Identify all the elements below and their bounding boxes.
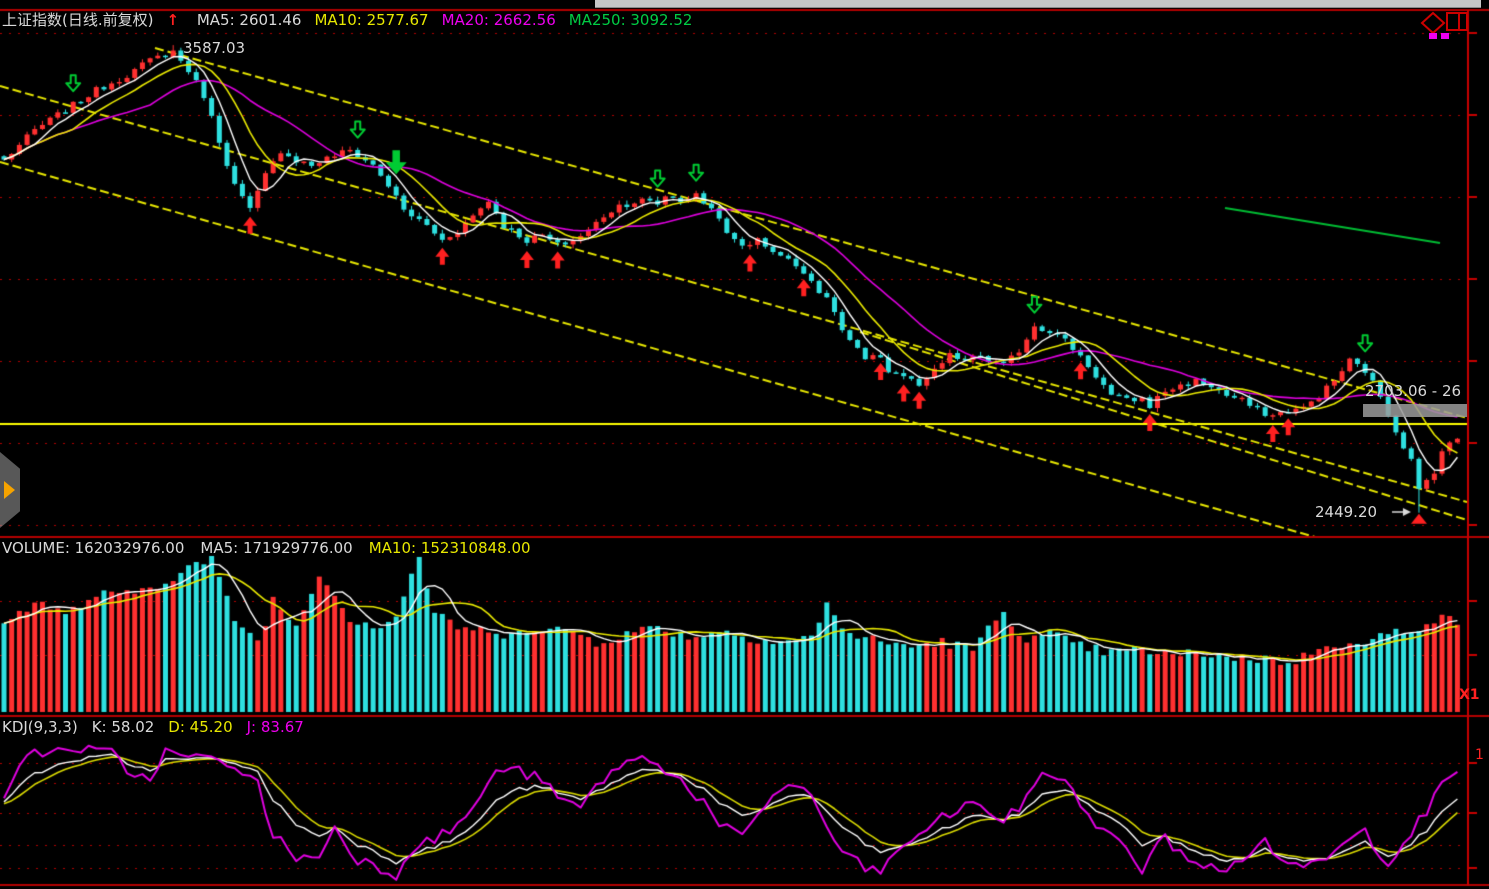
- ma20-legend: MA20: 2662.56: [441, 11, 556, 29]
- volume-ma10: MA10: 152310848.00: [368, 539, 531, 557]
- volume-legend: VOLUME: 162032976.00 MA5: 171929776.00 MA1…: [2, 539, 547, 557]
- diamond-icon[interactable]: [1420, 11, 1446, 35]
- kdj-d-value: D: 45.20: [168, 718, 233, 736]
- magenta-dot-icon: [1429, 33, 1437, 39]
- left-panel-expander[interactable]: [0, 452, 20, 528]
- scale-x1-label: X1: [1459, 687, 1480, 703]
- index-title: 上证指数(日线.前复权): [2, 11, 154, 29]
- split-window-icon[interactable]: [1446, 12, 1468, 31]
- up-arrow-icon: ↑: [166, 11, 180, 29]
- top-scrollbar[interactable]: [595, 0, 1481, 8]
- kdj-j-value: J: 83.67: [246, 718, 304, 736]
- main-chart-legend: 上证指数(日线.前复权) ↑ MA5: 2601.46 MA10: 2577.67 M…: [2, 11, 705, 29]
- volume-ma5: MA5: 171929776.00: [200, 539, 353, 557]
- peak-price-label: 3587.03: [183, 39, 246, 57]
- ma5-legend: MA5: 2601.46: [196, 11, 302, 29]
- kdj-k-value: K: 58.02: [91, 718, 155, 736]
- kdj-name: KDJ(9,3,3): [2, 718, 78, 736]
- expand-arrow-icon: [4, 481, 15, 499]
- price-range-label: 2703.06 - 26: [1365, 382, 1462, 400]
- magenta-dot-icon: [1441, 33, 1449, 39]
- volume-value: VOLUME: 162032976.00: [2, 539, 185, 557]
- low-price-label: 2449.20: [1315, 503, 1378, 521]
- kdj-legend: KDJ(9,3,3) K: 58.02 D: 45.20 J: 83.67: [2, 718, 318, 736]
- margin-one-label: 1: [1475, 747, 1484, 763]
- price-range-highlight: [1363, 404, 1467, 417]
- ma10-legend: MA10: 2577.67: [314, 11, 429, 29]
- ma250-legend: MA250: 3092.52: [568, 11, 693, 29]
